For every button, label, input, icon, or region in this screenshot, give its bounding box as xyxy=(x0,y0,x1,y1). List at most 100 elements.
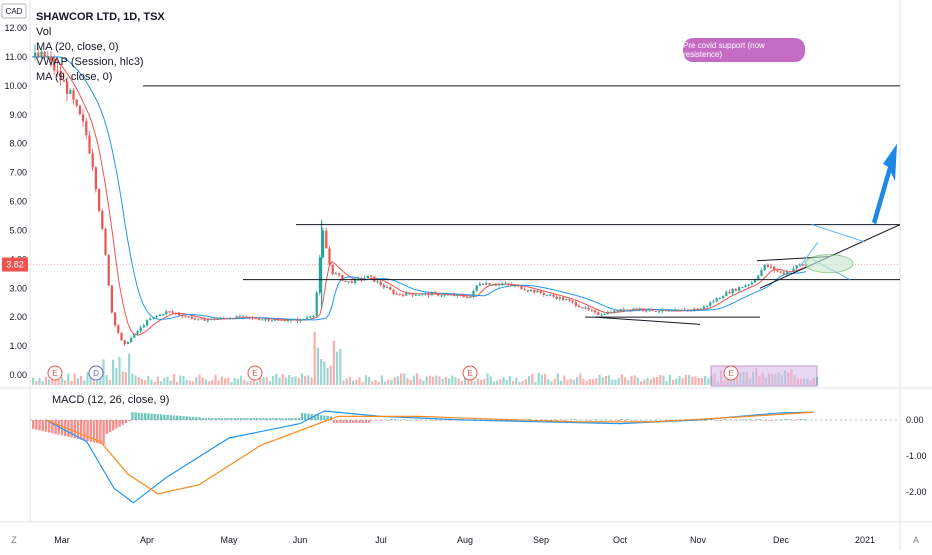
macd-histogram-bar xyxy=(172,415,176,420)
candle-body xyxy=(629,309,632,311)
volume-bar xyxy=(617,378,620,385)
volume-bar xyxy=(358,377,361,385)
macd-histogram-bar xyxy=(393,419,396,420)
candle-body xyxy=(37,52,40,57)
candle-body xyxy=(507,283,510,285)
macd-histogram-bar xyxy=(528,419,531,420)
macd-histogram-bar xyxy=(150,413,153,420)
candle-body xyxy=(430,292,433,296)
volume-bar xyxy=(544,373,547,385)
candle-body xyxy=(603,313,606,315)
volume-bar xyxy=(640,381,643,385)
volume-bar xyxy=(659,374,662,385)
candle-body xyxy=(798,264,801,266)
event-marker-label: E xyxy=(467,369,472,378)
volume-bar xyxy=(400,373,403,385)
candle-body xyxy=(178,313,181,316)
macd-histogram-bar xyxy=(595,419,598,420)
candle-body xyxy=(78,105,81,115)
candle-body xyxy=(779,271,782,273)
macd-histogram-bar xyxy=(118,420,121,427)
macd-histogram-bar xyxy=(473,419,476,420)
candle-body xyxy=(357,277,360,279)
candle-body xyxy=(245,316,248,318)
volume-bar xyxy=(486,373,489,385)
macd-histogram-bar xyxy=(732,420,736,421)
candle-body xyxy=(264,319,267,321)
currency-label: CAD xyxy=(6,7,23,16)
macd-histogram-bar xyxy=(342,420,345,423)
macd-histogram-bar xyxy=(160,414,163,420)
candle-body xyxy=(549,294,552,296)
indicator-ma20[interactable]: MA (20, close, 0) xyxy=(36,41,119,53)
macd-histogram-bar xyxy=(265,418,268,420)
volume-bar xyxy=(147,375,150,385)
macd-histogram-bar xyxy=(617,420,620,421)
candle-body xyxy=(235,316,238,319)
candle-body xyxy=(341,275,344,281)
macd-histogram-bar xyxy=(307,413,310,420)
volume-bar xyxy=(134,375,137,385)
candle-body xyxy=(565,299,568,301)
candle-body xyxy=(770,266,773,268)
candle-body xyxy=(251,317,254,319)
candle-body xyxy=(309,316,312,318)
macd-histogram-bar xyxy=(51,420,54,434)
macd-histogram-bar xyxy=(227,418,230,420)
candle-body xyxy=(40,51,43,57)
candle-body xyxy=(680,309,683,311)
volume-bar xyxy=(364,375,367,385)
macd-histogram-bar xyxy=(796,419,800,421)
volume-bar xyxy=(297,378,300,385)
candle-body xyxy=(283,319,286,322)
indicator-vol[interactable]: Vol xyxy=(36,26,52,38)
macd-histogram-bar xyxy=(412,419,416,421)
volume-bar xyxy=(512,381,515,385)
candle-body xyxy=(494,284,497,286)
volume-bar xyxy=(483,378,486,385)
macd-histogram-bar xyxy=(121,420,124,425)
macd-histogram-bar xyxy=(652,420,656,421)
volume-bar xyxy=(499,379,502,385)
volume-bar xyxy=(665,381,668,385)
annotation-callout[interactable]: Pre covid support (now resistence) xyxy=(683,38,805,62)
candle-body xyxy=(69,90,72,94)
macd-histogram-bar xyxy=(432,420,435,421)
candle-body xyxy=(722,296,725,298)
volume-bar xyxy=(576,377,579,385)
price-tick-label: 2.00 xyxy=(9,312,27,322)
candle-body xyxy=(379,281,382,285)
macd-legend[interactable]: MACD (12, 26, close, 9) xyxy=(52,394,170,406)
macd-histogram-bar xyxy=(748,419,752,420)
candle-body xyxy=(686,309,689,311)
macd-histogram-bar xyxy=(240,418,243,420)
indicator-ma9[interactable]: MA (9, close, 0) xyxy=(36,71,113,83)
macd-histogram-bar xyxy=(611,419,614,421)
volume-bar xyxy=(489,376,492,385)
macd-histogram-bar xyxy=(406,420,409,421)
time-tick-label: Jul xyxy=(375,535,387,545)
volume-bar xyxy=(432,376,435,385)
macd-tick-label: -2.00 xyxy=(906,487,927,497)
macd-histogram-bar xyxy=(137,412,140,420)
last-price-label: 3.82 xyxy=(6,260,24,270)
candle-body xyxy=(715,298,718,302)
candle-body xyxy=(776,270,779,272)
candle-body xyxy=(520,285,523,290)
candle-body xyxy=(754,279,757,283)
candle-body xyxy=(344,280,347,282)
indicator-vwap[interactable]: VWAP (Session, hlc3) xyxy=(36,56,144,68)
candle-body xyxy=(555,296,558,299)
candle-body xyxy=(206,319,209,321)
candle-body xyxy=(146,320,149,326)
volume-bar xyxy=(579,373,582,385)
volume-bar xyxy=(320,359,323,385)
candle-body xyxy=(539,290,542,294)
volume-bar xyxy=(572,379,575,385)
candle-body xyxy=(162,314,165,316)
candle-body xyxy=(302,318,305,320)
candle-body xyxy=(619,309,622,312)
macd-histogram-bar xyxy=(396,419,400,421)
macd-histogram-bar xyxy=(355,420,358,423)
